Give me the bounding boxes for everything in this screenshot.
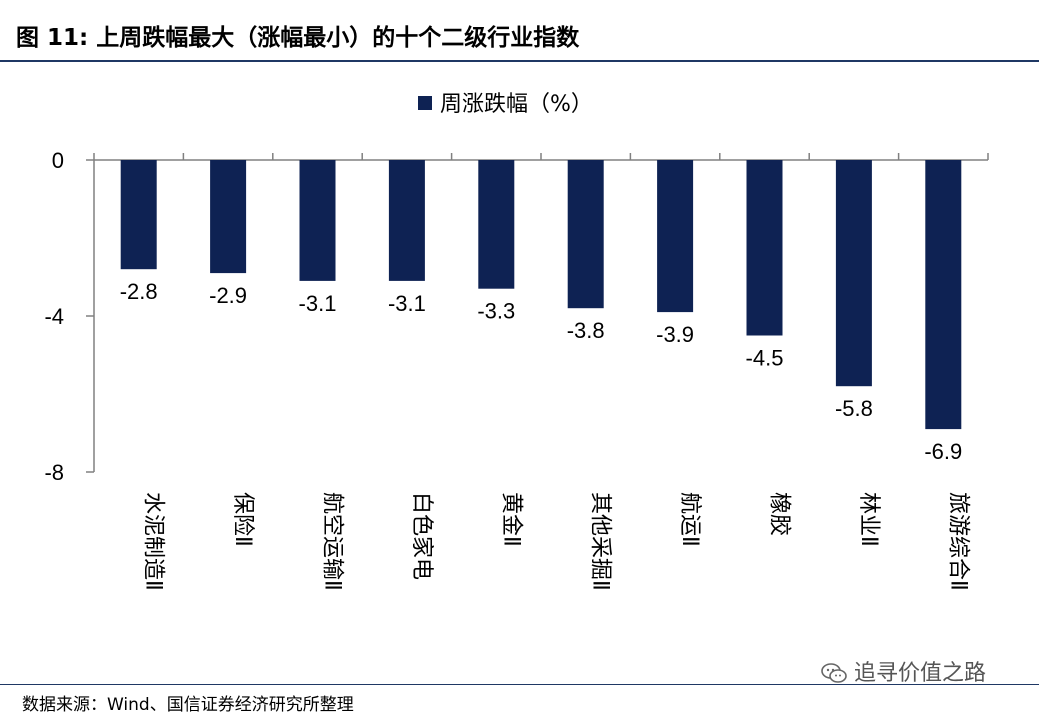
category-label: 黄金Ⅱ [498, 492, 523, 547]
wechat-icon [821, 663, 847, 683]
bar [567, 160, 604, 309]
figure-title: 图 11: 上周跌幅最大（涨幅最小）的十个二级行业指数 [16, 25, 580, 51]
source-note: 数据来源：Wind、国信证券经济研究所整理 [22, 695, 354, 715]
bar-series [120, 160, 962, 430]
data-label: -6.9 [924, 439, 962, 464]
category-label: 航空运输Ⅱ [320, 492, 345, 591]
category-label: 水泥制造Ⅱ [141, 492, 166, 591]
data-label: -3.9 [656, 322, 694, 347]
category-label: 保险Ⅱ [230, 492, 255, 547]
bar [835, 160, 872, 387]
data-label: -5.8 [835, 396, 873, 421]
category-label: 旅游综合Ⅱ [945, 492, 970, 591]
y-tick-label: -4 [44, 304, 64, 329]
category-label: 航运Ⅱ [677, 492, 702, 547]
y-tick-label: 0 [52, 148, 64, 173]
data-label: -3.8 [567, 318, 605, 343]
legend-label: 周涨跌幅（%） [440, 92, 593, 117]
category-label: 林业Ⅱ [856, 492, 881, 547]
footer-rule [0, 684, 1039, 685]
watermark-text: 追寻价值之路 [854, 661, 987, 686]
data-label: -2.9 [209, 283, 247, 308]
bar [120, 160, 157, 270]
data-label: -3.3 [477, 299, 515, 324]
bar [925, 160, 962, 430]
data-label: -3.1 [299, 291, 337, 316]
bar-chart: 周涨跌幅（%） 0 -4 -8 -2.8 -2.9 -3.1 -3.1 -3.3 -3.8 -3… [44, 92, 989, 591]
figure-header: 图 11: 上周跌幅最大（涨幅最小）的十个二级行业指数 [0, 0, 1039, 62]
bar [210, 160, 247, 274]
data-label: -3.1 [388, 291, 426, 316]
title-rule [0, 60, 1039, 62]
bar [746, 160, 783, 336]
bar [388, 160, 425, 281]
data-labels: -2.8 -2.9 -3.1 -3.1 -3.3 -3.8 -3.9 -4.5 -5.8 -6.9 [120, 279, 963, 464]
legend-swatch [418, 96, 432, 110]
data-label: -2.8 [120, 279, 158, 304]
category-labels: 水泥制造Ⅱ 保险Ⅱ 航空运输Ⅱ 白色家电 黄金Ⅱ 其他采掘Ⅱ 航运Ⅱ 橡胶 林业Ⅱ 旅游综合Ⅱ [141, 492, 971, 591]
bar [657, 160, 694, 313]
watermark: 追寻价值之路 [820, 655, 986, 687]
category-label: 橡胶 [767, 492, 792, 536]
chart-legend: 周涨跌幅（%） [418, 92, 593, 117]
bar [299, 160, 336, 281]
y-tick-label: -8 [44, 460, 64, 485]
category-label: 白色家电 [409, 492, 434, 580]
data-label: -4.5 [746, 346, 784, 371]
category-label: 其他采掘Ⅱ [588, 492, 613, 591]
bar [478, 160, 515, 289]
